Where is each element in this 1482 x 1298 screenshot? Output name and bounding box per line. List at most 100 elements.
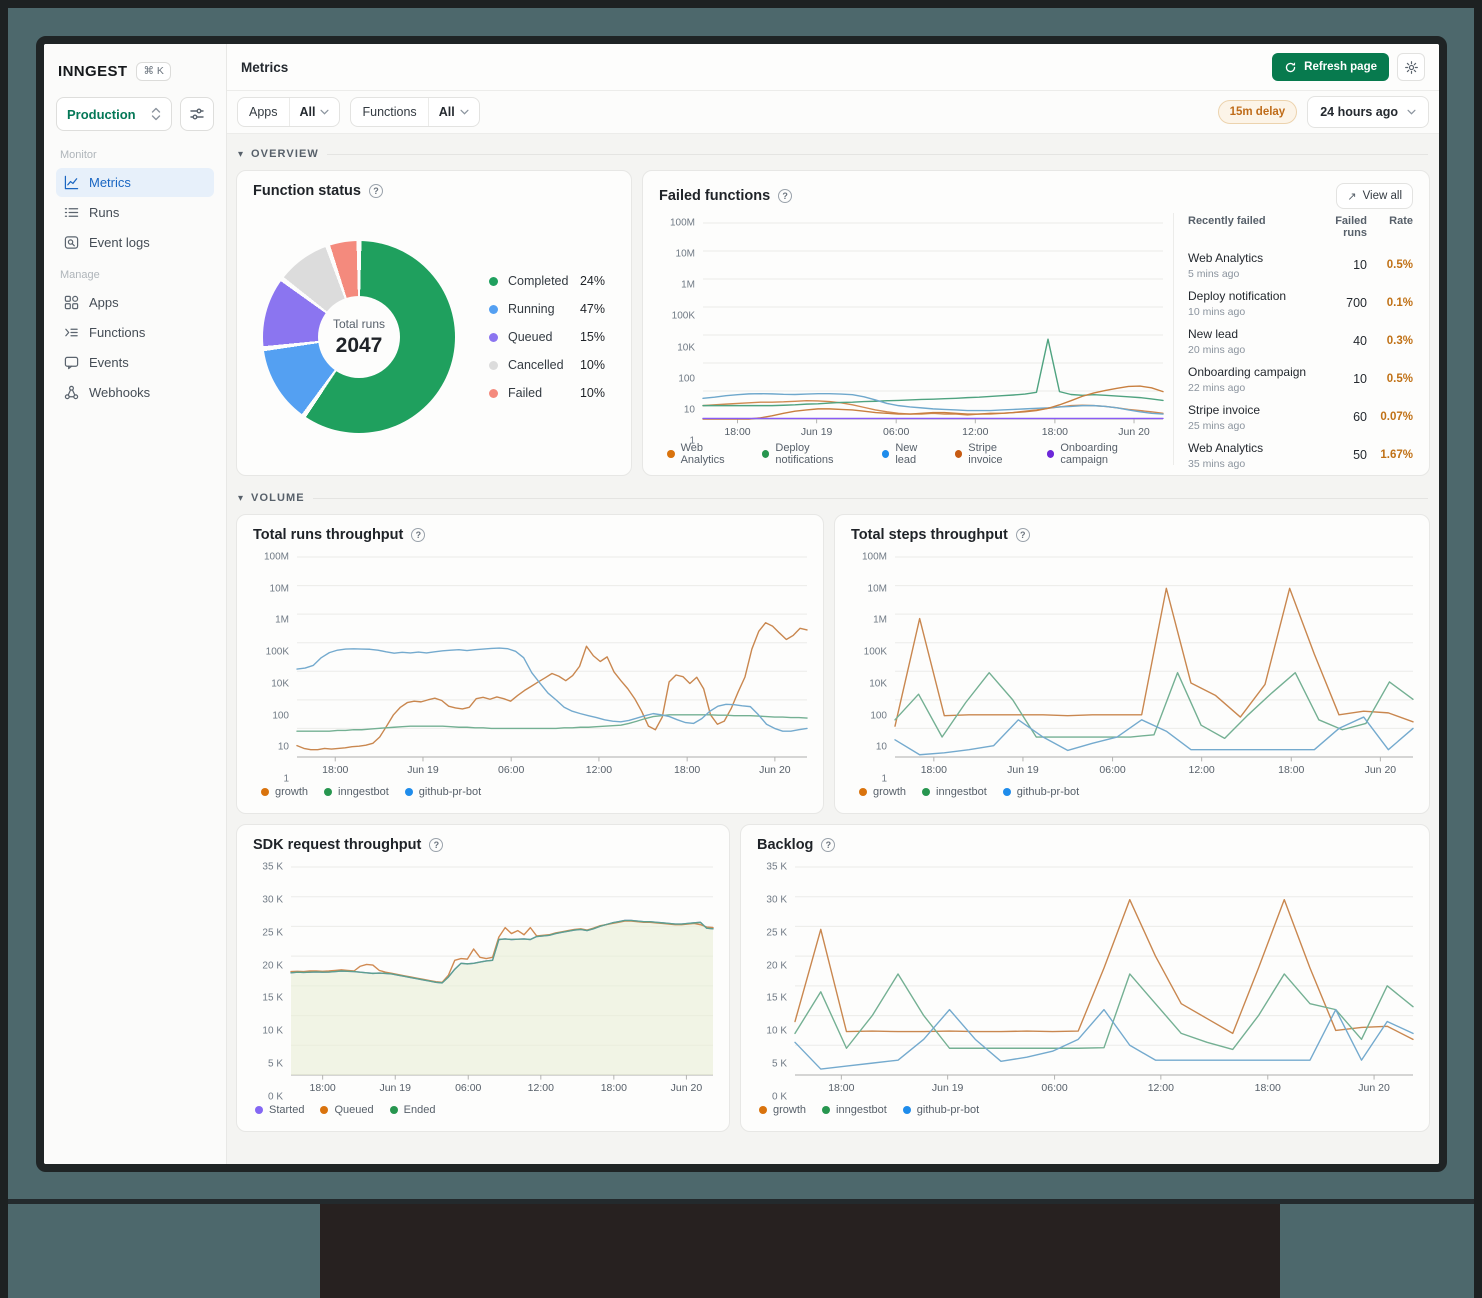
help-icon[interactable]: ? (1015, 528, 1030, 542)
legend-dot (320, 1106, 329, 1114)
y-tick-label: 30 K (766, 894, 787, 906)
legend-item: github-pr-bot (902, 1104, 980, 1116)
failed-rate-value: 0.5% (1386, 373, 1413, 385)
backlog-card: Backlog ? 35 K 30 K 25 K 20 K 15 K 10 K 5 K 0 K… (740, 824, 1430, 1132)
failed-runs-value: 10 (1353, 258, 1367, 272)
x-tick-label: 18:00 (309, 1082, 336, 1094)
help-icon[interactable]: ? (778, 189, 793, 203)
help-icon[interactable]: ? (411, 528, 426, 542)
refresh-page-button[interactable]: Refresh page (1272, 53, 1389, 81)
x-tick-label: 12:00 (962, 426, 989, 438)
legend-dot (822, 1106, 831, 1114)
function-status-title: Function status (253, 183, 361, 199)
functions-filter-value: All (438, 105, 455, 119)
x-tick-label: 12:00 (585, 764, 613, 776)
x-axis: 18:00 Jun 19 06:00 12:00 18:00 Jun 20 (703, 419, 1163, 441)
failed-runs-value: 10 (1353, 372, 1367, 386)
failed-rate-value: 0.1% (1386, 297, 1413, 309)
help-icon[interactable]: ? (429, 838, 444, 852)
failed-function-name: Web Analytics (1188, 250, 1264, 265)
functions-filter[interactable]: Functions All (350, 97, 480, 127)
status-label: Cancelled (508, 358, 564, 372)
sidebar-item-label: Events (89, 355, 129, 370)
sdk-request-card: SDK request throughput ? 35 K 30 K 25 K 20 … (236, 824, 730, 1132)
legend-item: New lead (881, 442, 939, 466)
command-k-shortcut[interactable]: ⌘ K (136, 62, 171, 81)
environment-select[interactable]: Production (56, 97, 172, 131)
legend-label: growth (773, 1104, 807, 1116)
legend-label: Started (269, 1104, 305, 1116)
functions-filter-label: Functions (351, 98, 429, 126)
x-tick-label: 12:00 (1188, 764, 1215, 776)
failed-rate-value: 0.3% (1386, 335, 1413, 347)
status-label: Running (508, 302, 555, 316)
legend-label: github-pr-bot (418, 786, 482, 798)
y-tick-label: 1 (283, 773, 289, 785)
legend-label: Onboarding campaign (1060, 442, 1118, 466)
failed-table-row[interactable]: Onboarding campaign 22 mins ago 10 0.5% (1188, 360, 1413, 398)
y-tick-label: 25 K (262, 927, 283, 939)
legend-label: Stripe invoice (968, 442, 1003, 466)
sidebar-item-label: Apps (89, 295, 119, 310)
metrics-icon (64, 175, 79, 190)
legend-label: github-pr-bot (1016, 786, 1080, 798)
legend-item: github-pr-bot (404, 786, 482, 798)
status-percent: 10% (579, 386, 605, 400)
chevron-down-icon (1407, 109, 1416, 115)
failed-table-row[interactable]: New lead 20 mins ago 40 0.3% (1188, 322, 1413, 360)
y-tick-label: 1 (689, 435, 695, 447)
apps-icon (64, 295, 79, 310)
view-all-button[interactable]: ↗ View all (1336, 183, 1413, 209)
x-tick-label: 06:00 (455, 1082, 482, 1094)
time-range-select[interactable]: 24 hours ago (1307, 96, 1429, 128)
help-icon[interactable]: ? (821, 838, 836, 852)
recently-failed-table: Recently failed Failed runs Rate Web Analyt… (1173, 213, 1413, 470)
sidebar-item-runs[interactable]: Runs (56, 198, 214, 227)
function-status-card: Function status ? Total runs 2047 Comple… (236, 170, 632, 476)
y-axis: 100M 10M 1M 100K 10K 100 10 1 (253, 552, 297, 785)
legend-label: inngestbot (936, 786, 987, 798)
failed-function-time: 25 mins ago (1188, 419, 1246, 432)
failed-table-header: Recently failed Failed runs Rate (1188, 215, 1413, 239)
failed-table-row[interactable]: Deploy notification 10 mins ago 700 0.1% (1188, 284, 1413, 322)
sliders-icon (189, 106, 205, 122)
volume-section-header[interactable]: ▾ VOLUME (238, 492, 1428, 504)
status-dot (489, 332, 498, 342)
legend-item: Ended (389, 1104, 435, 1116)
failed-table-row[interactable]: Stripe invoice 25 mins ago 60 0.07% (1188, 398, 1413, 436)
legend-label: Deploy notifications (775, 442, 834, 466)
help-icon[interactable]: ? (368, 184, 383, 198)
failed-table-row[interactable]: Web Analytics 35 mins ago 50 1.67% (1188, 436, 1413, 474)
sidebar-item-event-logs[interactable]: Event logs (56, 228, 214, 257)
total-steps-title: Total steps throughput (851, 527, 1008, 543)
sidebar-item-metrics[interactable]: Metrics (56, 168, 214, 197)
y-tick-label: 100 (272, 710, 289, 722)
y-axis: 100M 10M 1M 100K 10K 100 10 1 (659, 218, 703, 447)
status-dot (489, 388, 498, 398)
overview-section-header[interactable]: ▾ OVERVIEW (238, 148, 1428, 160)
sidebar-item-functions[interactable]: Functions (56, 318, 214, 347)
backdrop-divider (8, 1199, 1474, 1204)
failed-table-row[interactable]: Web Analytics 5 mins ago 10 0.5% (1188, 246, 1413, 284)
status-legend-item: Cancelled 10% (489, 358, 605, 372)
chart-canvas (795, 867, 1413, 1075)
sidebar-item-webhooks[interactable]: Webhooks (56, 378, 214, 407)
apps-filter-label: Apps (238, 98, 290, 126)
main-area: Metrics Refresh page Apps (227, 44, 1439, 1164)
sidebar-item-apps[interactable]: Apps (56, 288, 214, 317)
legend-label: github-pr-bot (916, 1104, 980, 1116)
sidebar-item-label: Functions (89, 325, 146, 340)
x-tick-label: 18:00 (322, 764, 349, 776)
settings-button[interactable] (1397, 53, 1425, 81)
x-tick-label: Jun 19 (407, 764, 439, 776)
chart-plot (703, 223, 1163, 419)
chart-plot (291, 867, 713, 1075)
webhooks-icon (64, 385, 79, 400)
y-tick-label: 100M (263, 551, 289, 563)
y-tick-label: 15 K (766, 992, 787, 1004)
failed-function-time: 22 mins ago (1188, 381, 1246, 394)
environment-filter-button[interactable] (180, 97, 214, 131)
apps-filter[interactable]: Apps All (237, 97, 341, 127)
sidebar-item-events[interactable]: Events (56, 348, 214, 377)
legend-item: Started (255, 1104, 304, 1116)
